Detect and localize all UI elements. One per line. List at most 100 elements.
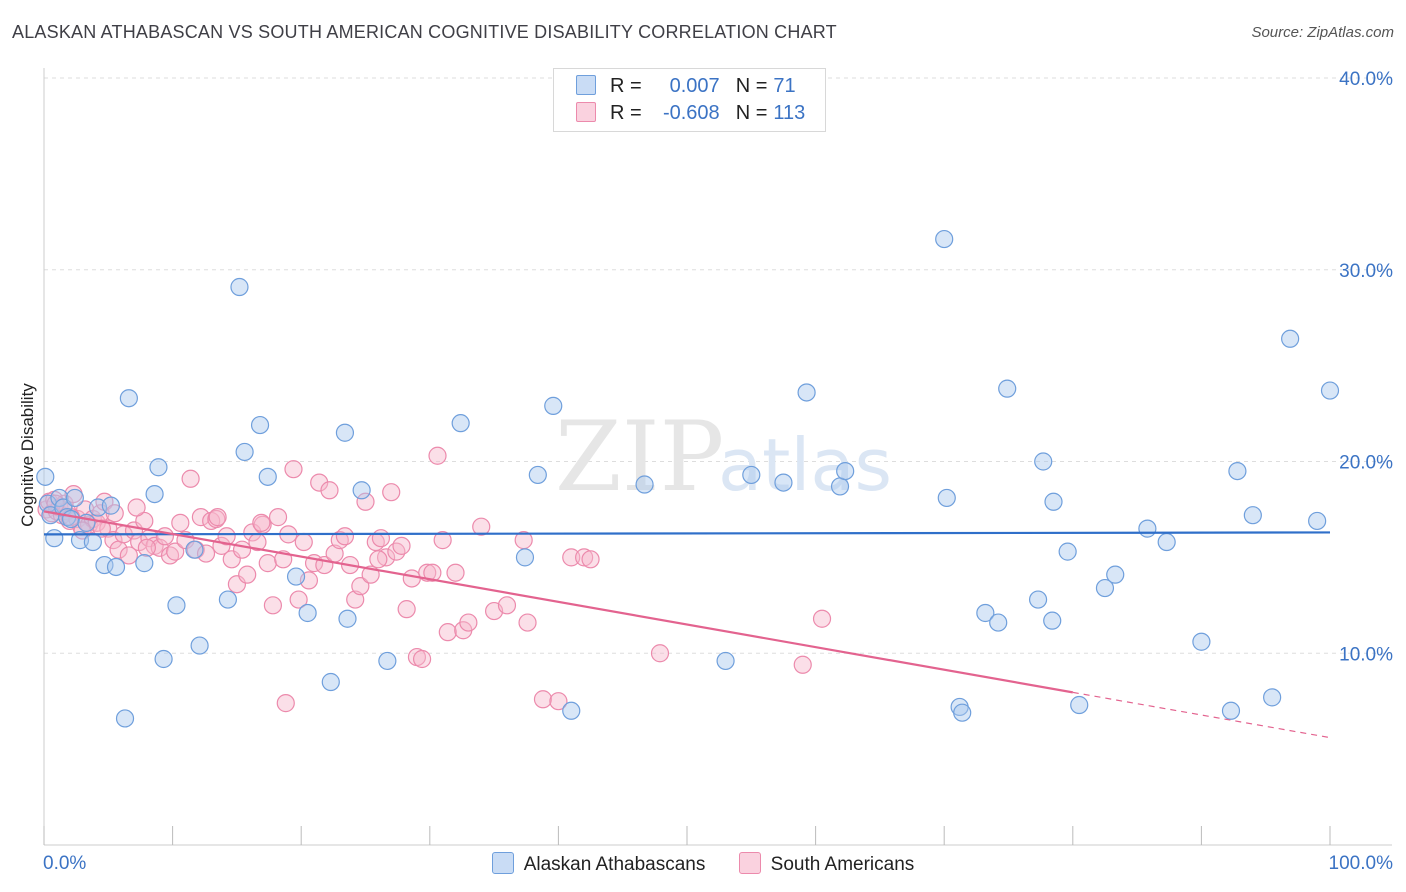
alaskan-athabascan-point xyxy=(45,529,64,548)
south-american-point xyxy=(104,531,123,550)
south-american-point xyxy=(518,613,537,632)
alaskan-athabascan-point xyxy=(830,477,850,496)
trend-lines xyxy=(43,510,1331,739)
south-american-point xyxy=(650,644,670,663)
alaskan-athabascan-point xyxy=(352,481,371,500)
alaskan-athabascan-point xyxy=(149,458,168,477)
alaskan-athabascan-point xyxy=(50,488,69,508)
pink-swatch xyxy=(576,102,596,122)
south-american-point xyxy=(217,527,236,546)
alaskan-athabascan-point xyxy=(1138,519,1157,538)
alaskan-athabascan-point xyxy=(1281,329,1300,348)
alaskan-athabascan-point xyxy=(797,383,816,402)
south-american-point xyxy=(181,469,200,488)
alaskan-athabascan-point xyxy=(562,701,581,720)
south-american-trend-extension xyxy=(1072,691,1331,739)
south-american-point xyxy=(459,613,478,632)
y-tick-label: 40.0% xyxy=(1339,69,1393,90)
athabascan-trend-line xyxy=(43,531,1331,536)
series-legend: Alaskan Athabascans South Americans xyxy=(0,852,1406,876)
y-tick-label: 30.0% xyxy=(1339,261,1393,282)
south-american-point xyxy=(335,527,355,546)
blue-swatch xyxy=(491,852,514,874)
alaskan-athabascan-point xyxy=(742,465,761,485)
alaskan-athabascan-point xyxy=(1043,611,1062,630)
south-american-point xyxy=(533,690,553,709)
south-american-point xyxy=(166,542,185,561)
legend-item-athabascans[interactable]: Alaskan Athabascans xyxy=(491,852,705,876)
grid-lines xyxy=(44,77,1392,654)
legend-label: South Americans xyxy=(770,854,915,875)
alaskan-athabascan-point xyxy=(230,277,249,297)
south-american-point xyxy=(268,508,288,527)
alaskan-athabascan-point xyxy=(544,396,563,415)
south-american-point xyxy=(252,513,271,532)
south-american-point xyxy=(392,536,411,555)
south-american-point xyxy=(310,473,329,492)
south-american-trend-line xyxy=(43,510,1073,694)
r-label: R = xyxy=(610,75,642,97)
y-tick-label: 20.0% xyxy=(1339,453,1393,474)
south-american-point xyxy=(387,542,406,561)
alaskan-athabascan-point xyxy=(1192,632,1211,651)
south-american-point xyxy=(284,460,303,479)
south-american-point xyxy=(356,492,375,511)
alaskan-athabascan-point xyxy=(145,484,164,504)
south-american-point xyxy=(412,649,432,669)
correlation-legend: R = 0.007 N = 71 R = -0.608 N = 113 xyxy=(553,68,826,132)
alaskan-athabascan-point xyxy=(998,379,1017,398)
alaskan-athabascan-point xyxy=(154,649,173,669)
alaskan-athabascan-point xyxy=(286,567,306,586)
blue-swatch xyxy=(576,75,596,95)
axes xyxy=(43,68,1392,846)
legend-row-athabascans: R = 0.007 N = 71 xyxy=(576,75,796,101)
legend-row-south-americans: R = -0.608 N = 113 xyxy=(576,102,805,128)
south-american-point xyxy=(369,550,388,569)
alaskan-athabascan-point xyxy=(218,590,237,609)
alaskan-athabascan-point xyxy=(378,651,397,671)
alaskan-athabascan-point xyxy=(1263,688,1282,707)
n-value: 113 xyxy=(773,102,806,124)
alaskan-athabascan-point xyxy=(1243,506,1262,525)
r-value: -0.608 xyxy=(662,102,720,124)
alaskan-athabascan-point xyxy=(937,488,956,508)
south-american-point xyxy=(371,529,391,548)
south-american-point xyxy=(382,483,401,502)
alaskan-athabascan-point xyxy=(976,603,995,623)
south-american-point xyxy=(232,540,252,559)
alaskan-athabascan-point xyxy=(953,703,972,722)
alaskan-athabascan-point xyxy=(119,389,138,408)
alaskan-athabascan-point xyxy=(235,442,254,462)
alaskan-athabascan-point xyxy=(61,509,81,529)
alaskan-athabascan-point xyxy=(335,423,355,442)
alaskan-athabascan-point xyxy=(716,651,735,671)
south-american-point xyxy=(472,517,491,536)
alaskan-athabascan-point xyxy=(1320,381,1340,400)
south-american-point xyxy=(346,590,365,609)
legend-item-south-americans[interactable]: South Americans xyxy=(738,852,915,876)
r-label: R = xyxy=(610,102,642,124)
alaskan-athabascan-point xyxy=(1095,578,1115,598)
south-american-point xyxy=(549,692,568,711)
alaskan-athabascan-point xyxy=(36,467,55,486)
south-american-point xyxy=(276,694,295,713)
n-label: N = xyxy=(735,102,768,124)
alaskan-athabascan-point xyxy=(250,415,270,435)
n-label: N = xyxy=(735,75,768,97)
alaskan-athabascan-point xyxy=(95,555,114,575)
n-value: 71 xyxy=(773,75,796,97)
alaskan-athabascan-point xyxy=(167,596,186,615)
alaskan-athabascan-point xyxy=(338,609,357,628)
south-american-point xyxy=(119,546,138,565)
alaskan-athabascan-point xyxy=(83,532,102,552)
watermark-zip: ZIP xyxy=(555,401,724,513)
alaskan-athabascan-point xyxy=(298,603,317,623)
south-american-point xyxy=(127,498,146,517)
alaskan-athabascan-point xyxy=(836,461,855,481)
south-american-point xyxy=(423,563,442,582)
alaskan-athabascan-point xyxy=(451,414,470,433)
watermark-atlas: atlas xyxy=(718,423,892,507)
south-american-point xyxy=(351,577,370,596)
south-american-point xyxy=(289,590,308,609)
